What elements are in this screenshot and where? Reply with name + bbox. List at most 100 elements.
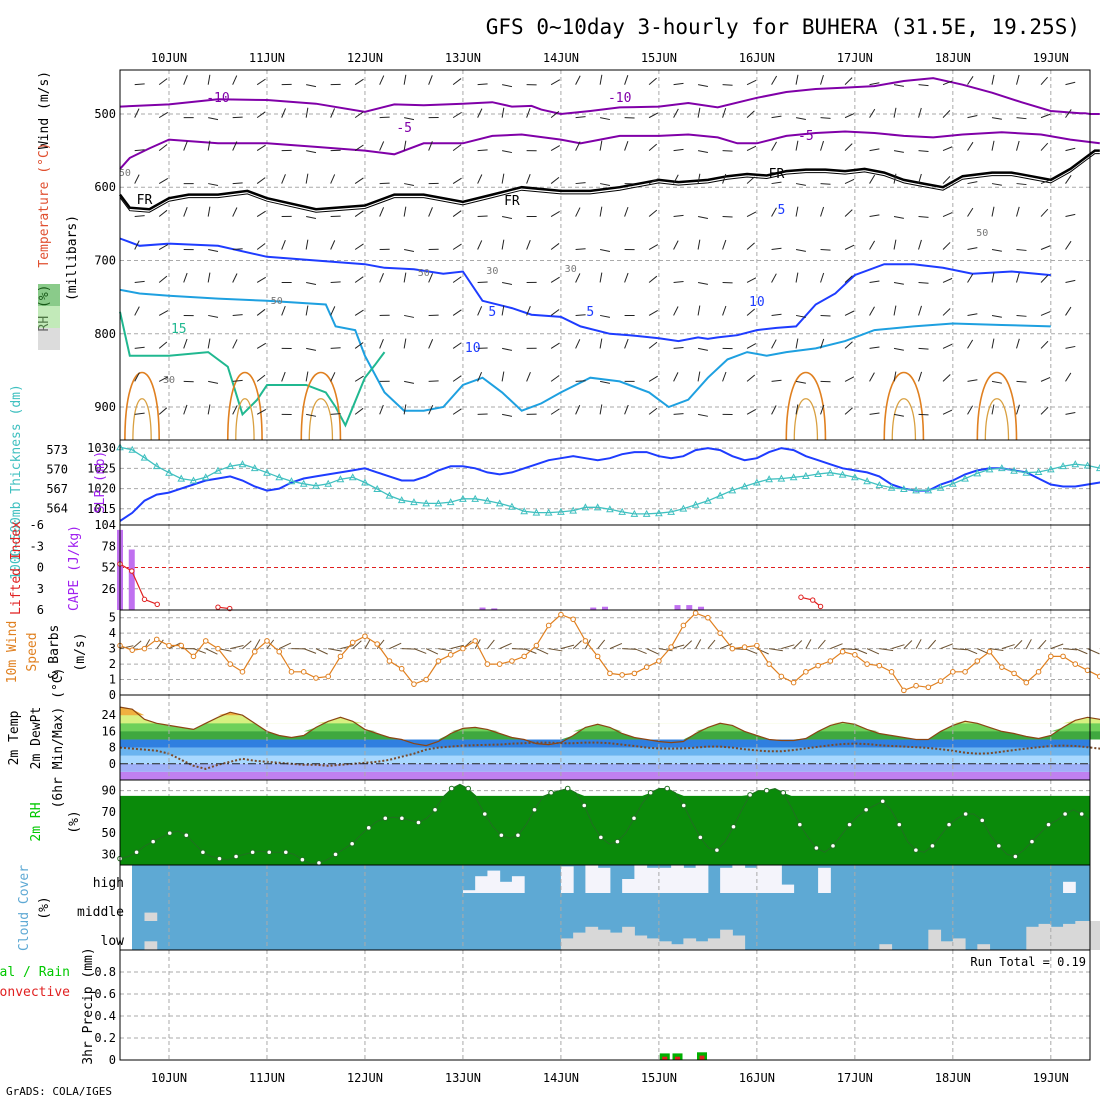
wind-barb <box>134 215 145 218</box>
wind-barb <box>183 272 188 283</box>
wind-barb <box>746 308 756 316</box>
wind-barb <box>502 84 513 88</box>
wind-speed-point <box>839 648 846 655</box>
wind-barb <box>844 407 853 415</box>
wind-barb <box>771 75 778 85</box>
cloud-bar-low <box>1063 923 1076 950</box>
wind-barb <box>379 141 385 151</box>
rh-point <box>863 806 869 813</box>
wind-barb <box>330 174 336 184</box>
wind-speed-point <box>251 648 258 655</box>
wind-barb <box>354 276 364 283</box>
wind-speed-point <box>815 662 821 669</box>
wind-barb <box>893 305 897 316</box>
wind-barb <box>967 247 978 250</box>
wind-speed-point <box>778 673 785 680</box>
wind-barb-10m <box>952 648 967 651</box>
wind-barb <box>550 243 560 250</box>
rh-point <box>166 830 173 836</box>
wind-barb-10m <box>719 643 733 650</box>
wind-barb <box>1065 345 1076 349</box>
wind-barb <box>599 338 603 349</box>
wind-barb <box>256 408 267 415</box>
wind-barb <box>403 74 407 85</box>
wind-barb <box>379 338 384 349</box>
y-tick-label: 6 <box>37 603 44 617</box>
thickness-marker <box>924 486 933 494</box>
wind-speed-point <box>398 665 405 672</box>
cloud-bar-high <box>732 865 746 893</box>
thickness-marker <box>753 478 761 486</box>
rh-point <box>448 785 455 792</box>
wind-barb <box>1040 274 1049 283</box>
wind-barb-10m <box>1063 648 1077 651</box>
rh-point <box>365 825 372 831</box>
wind-speed-point <box>717 630 723 636</box>
wind-barb <box>893 84 904 87</box>
wind-barb <box>1016 338 1020 349</box>
wind-barb <box>795 74 799 85</box>
isotherm-3 <box>119 237 1051 343</box>
wind-barb <box>1065 240 1072 250</box>
wind-barb <box>1016 404 1020 415</box>
wind-barb <box>207 206 211 217</box>
wind-barb <box>550 276 560 283</box>
wind-barb <box>502 281 513 285</box>
wind-barb-10m <box>1075 648 1088 655</box>
wind-barb <box>991 183 1002 186</box>
wind-barb <box>820 338 825 349</box>
wind-barb <box>575 141 581 151</box>
footer-credit: GrADS: COLA/IGES <box>6 1085 112 1098</box>
wind-barb <box>550 176 560 184</box>
wind-barb-10m <box>1050 643 1064 650</box>
wind-barb <box>697 305 701 316</box>
wind-barb <box>1065 279 1076 283</box>
wind-barb <box>452 210 462 217</box>
wind-barb <box>697 107 701 118</box>
cloud-bar-high <box>781 884 795 893</box>
wind-barb <box>330 281 341 283</box>
wind-barb <box>158 341 168 349</box>
thickness-marker <box>1071 460 1080 468</box>
isotherm-label: 15 <box>171 322 187 337</box>
wind-barb-10m <box>340 644 354 650</box>
wind-speed-point <box>619 672 625 678</box>
precip-convective-bar <box>675 1056 681 1060</box>
wind-barb-10m <box>328 648 342 652</box>
wind-barb <box>1040 142 1049 151</box>
wind-barb <box>575 116 586 119</box>
rh-point <box>614 838 621 845</box>
ylabel-precip: 3hr Precip (mm) <box>81 947 96 1064</box>
thickness-marker <box>814 469 822 477</box>
wind-barb <box>1065 213 1076 218</box>
wind-barb <box>502 347 513 351</box>
wind-barb <box>477 174 483 184</box>
y-tick-label: 1020 <box>87 482 116 496</box>
cloud-bar-high <box>658 867 672 893</box>
thickness-marker <box>177 474 186 482</box>
wind-barb <box>673 240 679 250</box>
wind-barb-10m <box>817 639 826 649</box>
wind-barb <box>795 206 799 217</box>
thickness-marker <box>410 498 418 506</box>
wind-barb <box>452 408 462 415</box>
wind-barb <box>575 380 586 382</box>
wind-barb <box>648 309 658 316</box>
wind-barb <box>844 341 853 349</box>
lifted-index-point <box>141 596 148 603</box>
cape-bar <box>674 605 681 610</box>
wind-barb <box>575 314 586 316</box>
wind-speed-point <box>190 653 197 660</box>
y-tick-label: 52 <box>102 561 116 575</box>
wind-barb <box>208 117 219 121</box>
wind-barb-10m <box>903 640 913 649</box>
wind-speed-point <box>202 638 209 644</box>
ylabel-barbs: & Barbs <box>47 625 62 680</box>
wind-barb <box>183 75 188 85</box>
wind-barb <box>918 239 922 250</box>
wind-barb <box>183 141 188 151</box>
lifted-index-point <box>798 594 804 600</box>
thickness-marker <box>275 473 284 481</box>
y-tick-label: 600 <box>94 180 116 194</box>
wind-speed-point <box>337 653 344 660</box>
